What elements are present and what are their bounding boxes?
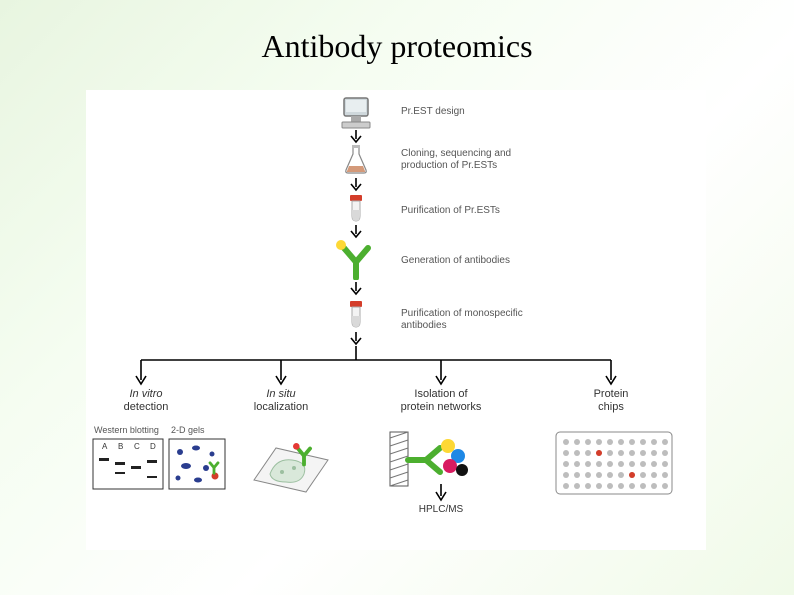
workflow-diagram: Pr.EST design Cloning, sequencing and pr… (86, 90, 706, 550)
tissue-slide-icon (246, 430, 336, 500)
branch-label: Protein chips (576, 388, 646, 414)
antibody-icon (334, 240, 378, 280)
branch-label: In vitro detection (106, 388, 186, 414)
step-label: Cloning, sequencing and production of Pr… (401, 148, 511, 172)
branch-label: In situ localization (241, 388, 321, 414)
step-label: Purification of Pr.ESTs (401, 205, 500, 217)
flask-icon (342, 144, 370, 176)
protein-chip-icon (554, 430, 674, 496)
branch-connector (116, 346, 636, 390)
page-title: Antibody proteomics (0, 0, 794, 65)
protein-network-icon (386, 426, 496, 506)
branch-label: Isolation of protein networks (386, 388, 496, 414)
down-arrow-icon (349, 225, 363, 239)
down-arrow-icon (349, 130, 363, 144)
down-arrow-icon (349, 332, 363, 346)
down-arrow-icon (349, 178, 363, 192)
lane-label: C (134, 442, 140, 451)
western-heading: Western blotting (94, 425, 159, 435)
tube-icon (347, 194, 365, 224)
down-arrow-icon (349, 282, 363, 296)
step-label: Purification of monospecific antibodies (401, 308, 523, 332)
step-label: Pr.EST design (401, 106, 465, 118)
computer-icon (338, 96, 374, 132)
western-blot-icon: A B C D (92, 438, 164, 490)
gel-heading: 2-D gels (171, 425, 205, 435)
tube-icon (347, 300, 365, 330)
lane-label: A (102, 442, 108, 451)
lane-label: B (118, 442, 123, 451)
lane-label: D (150, 442, 156, 451)
gel-2d-icon (168, 438, 226, 490)
step-label: Generation of antibodies (401, 255, 510, 267)
hplc-label: HPLC/MS (406, 504, 476, 516)
